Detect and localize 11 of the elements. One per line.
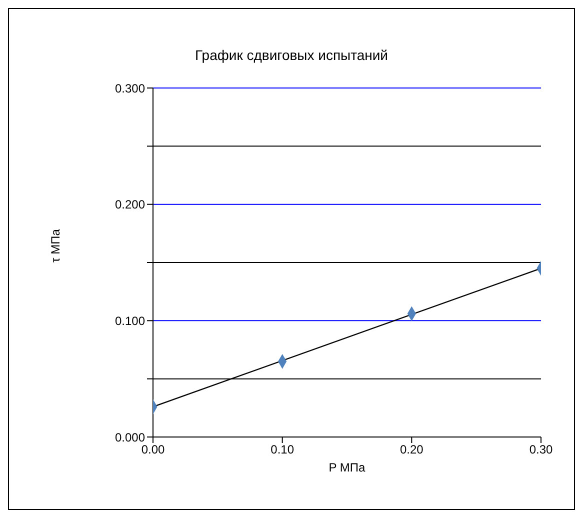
y-tick-label: 0.100 (114, 314, 146, 328)
y-tick-label: 0.000 (114, 430, 146, 444)
y-axis-title: τ МПа (48, 228, 62, 262)
chart-title: График сдвиговых испытаний (194, 47, 389, 63)
x-axis-title: P МПа (328, 460, 366, 475)
x-tick-label: 0.30 (529, 442, 553, 457)
x-tick-label: 0.20 (400, 442, 424, 457)
x-tick-label: 0.00 (141, 442, 165, 457)
x-tick-label: 0.10 (270, 442, 294, 457)
y-tick-label: 0.300 (114, 81, 146, 96)
y-tick-label: 0.200 (114, 198, 146, 212)
